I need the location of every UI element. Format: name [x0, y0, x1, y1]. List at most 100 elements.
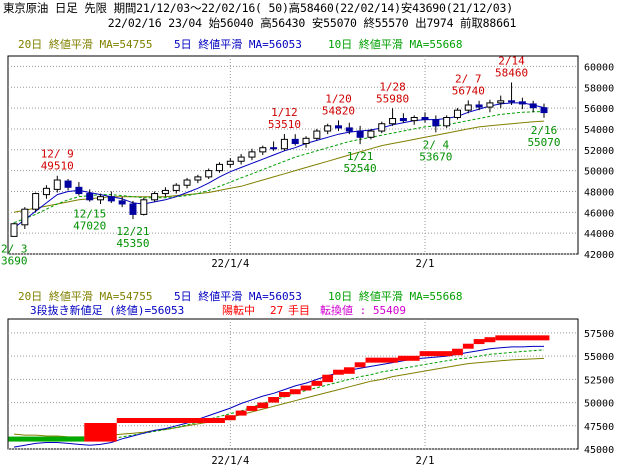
legend-entry: 10日 終値平滑 MA=55668: [328, 37, 462, 51]
candle-body: [410, 116, 418, 122]
annotation-value: 53510: [268, 118, 301, 131]
candle-body: [540, 107, 548, 114]
break-brick: [8, 436, 85, 442]
candle-body: [248, 151, 256, 158]
chart-header-line2: 22/02/16 23/04 始56040 高56430 安55070 終555…: [107, 16, 517, 30]
annotation-value: 55980: [376, 92, 409, 105]
break-brick: [279, 392, 290, 397]
annotation-date: 12/ 9: [41, 148, 74, 161]
info-entry: 陽転中: [222, 304, 255, 317]
candle-body: [464, 104, 472, 111]
candle-body: [432, 119, 440, 127]
candle-body: [216, 163, 224, 172]
annotation-value: 54820: [322, 104, 355, 117]
annotation-date: 2/ 4: [423, 138, 450, 151]
break-brick: [495, 335, 550, 341]
annotation-date: 1/20: [325, 92, 352, 105]
annotation-date: 2/14: [498, 54, 525, 67]
y-tick-label: 55000: [584, 352, 614, 363]
y-tick-label: 50000: [584, 399, 614, 410]
annotation-date: 12/15: [73, 208, 106, 221]
x-tick-label: 2/1: [416, 455, 435, 467]
candle-body: [205, 170, 213, 178]
annotation-value: 53670: [419, 150, 452, 163]
candle-body: [378, 123, 386, 132]
candle-body: [270, 147, 278, 150]
candlestick-chart: 42000 44000 46000 48000 50000 52000 54000 56000…: [1, 37, 614, 270]
info-entry: 27: [270, 304, 283, 317]
y-tick-label: 57500: [584, 329, 614, 340]
legend-entry: 5日 終値平滑 MA=56053: [174, 37, 302, 51]
y-tick-label: 46000: [584, 208, 614, 219]
annotation-date: 1/12: [271, 106, 298, 119]
annotation-value: 56740: [452, 84, 485, 97]
candle-body: [486, 102, 494, 108]
y-tick-label: 47500: [584, 422, 614, 433]
candle-body: [237, 156, 245, 162]
break-brick: [116, 418, 204, 423]
candle-body: [97, 196, 105, 201]
y-tick-label: 44000: [584, 229, 614, 240]
break-brick: [397, 355, 420, 361]
three-line-break-chart: 45000 47500 50000 52500 55000 57500 22/1/4 2/1 2…: [7, 289, 614, 467]
candle-body: [259, 147, 267, 153]
y-tick-label: 56000: [584, 104, 614, 115]
candle-body: [421, 116, 429, 121]
annotation-date: 1/28: [379, 80, 406, 93]
candle-body: [313, 130, 321, 139]
info-entry: 手目: [288, 303, 310, 317]
break-brick: [322, 374, 334, 383]
candle-body: [32, 193, 40, 210]
break-brick: [354, 362, 366, 368]
candle-body: [21, 208, 29, 226]
candle-body: [10, 223, 18, 237]
ma10-line: [13, 111, 545, 224]
candle-body: [75, 186, 83, 195]
annotation-value: 58460: [495, 66, 528, 79]
break-brick: [419, 351, 453, 357]
candle-body: [291, 138, 299, 145]
candle-body: [280, 138, 288, 150]
break-brick: [473, 339, 485, 345]
annotation-value: 49510: [41, 160, 74, 173]
break-brick: [452, 348, 463, 356]
y-tick-label: 58000: [584, 83, 614, 94]
annotation-date: 1/21: [347, 150, 374, 163]
x-tick-label: 22/1/4: [211, 258, 249, 270]
break-brick: [365, 357, 398, 363]
chart-header-line1: 東京原油 日足 先限 期間21/12/03～22/02/16( 50)高5846…: [0, 1, 624, 15]
candle-body: [443, 116, 451, 127]
info-entry: 3段抜き新値足 (終値)=56053: [30, 303, 184, 317]
candle-body: [334, 125, 342, 129]
candle-body: [151, 193, 159, 201]
break-brick: [484, 337, 496, 343]
candle-body: [172, 184, 180, 191]
candle-body: [399, 118, 407, 122]
candle-body: [475, 104, 483, 108]
candle-body: [129, 203, 137, 215]
annotation-value: 45350: [116, 237, 149, 250]
break-brick: [203, 418, 225, 423]
candle-body: [86, 193, 94, 201]
candle-body: [42, 187, 50, 196]
legend-entry: 20日 終値平滑 MA=54755: [18, 37, 152, 51]
candle-body: [183, 179, 191, 186]
legend-entry: 10日 終値平滑 MA=55668: [328, 289, 462, 303]
break-brick: [268, 397, 279, 403]
break-brick: [300, 385, 312, 391]
candle-body: [356, 130, 364, 138]
y-tick-label: 48000: [584, 187, 614, 198]
x-tick-label: 2/1: [416, 258, 435, 270]
annotation-date: 12/21: [116, 225, 149, 238]
y-tick-label: 42000: [584, 250, 614, 261]
y-tick-label: 60000: [584, 62, 614, 73]
break-brick: [311, 380, 323, 386]
candle-body: [140, 199, 148, 215]
break-brick: [84, 423, 117, 442]
annotation-value: 3690: [1, 254, 28, 267]
break-brick: [257, 402, 269, 409]
break-brick: [462, 343, 474, 349]
legend-entry: 20日 終値平滑 MA=54755: [18, 289, 152, 303]
break-brick: [246, 405, 258, 411]
candle-body: [453, 109, 461, 118]
